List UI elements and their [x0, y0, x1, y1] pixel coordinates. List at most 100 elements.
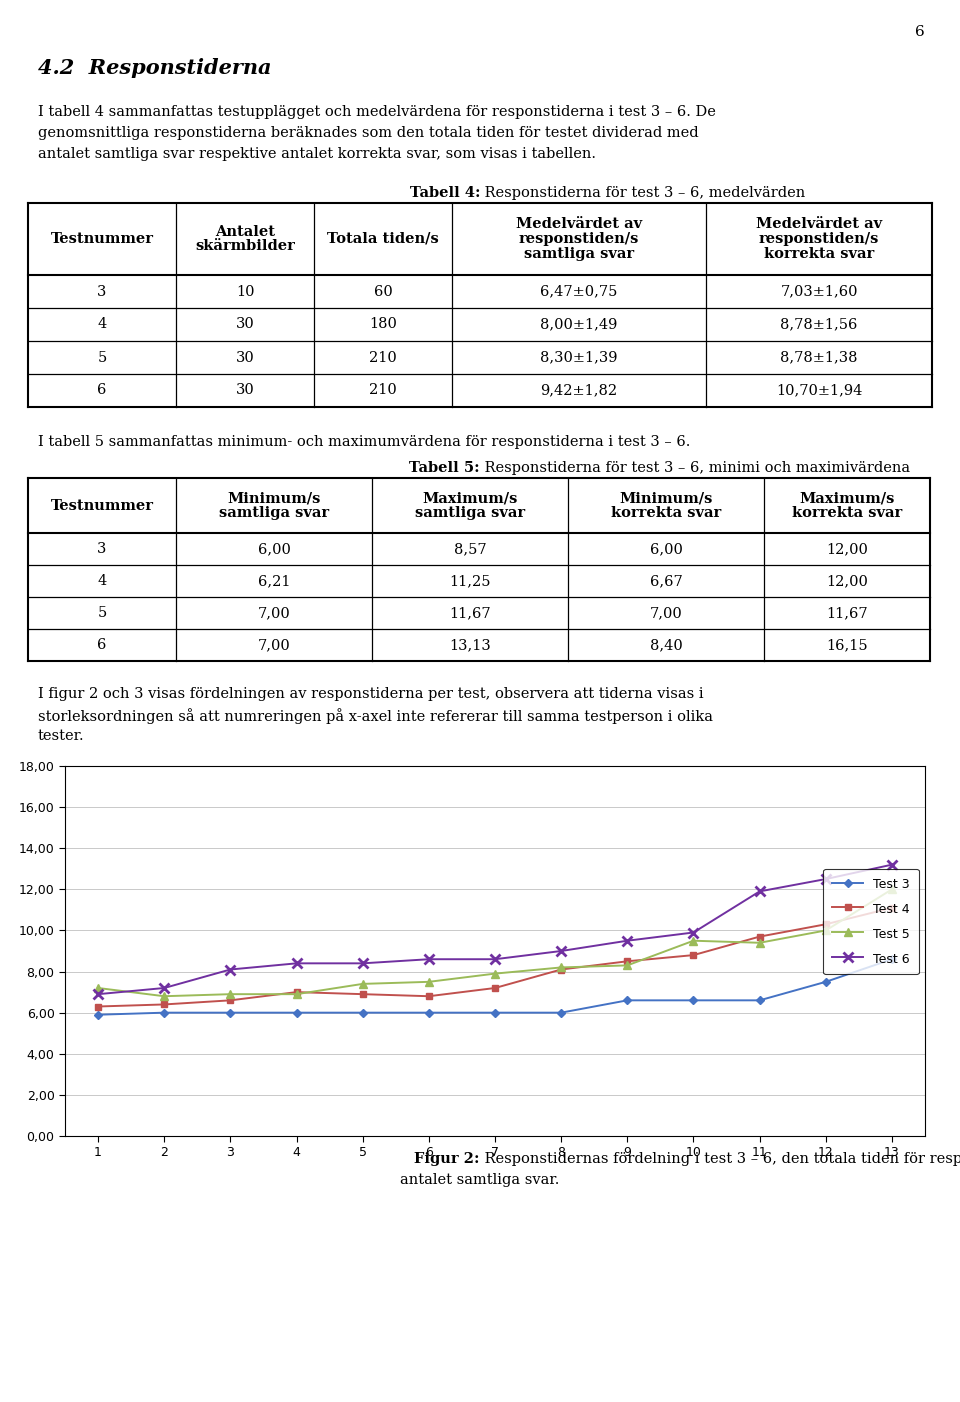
Text: antalet samtliga svar.: antalet samtliga svar. — [400, 1173, 560, 1187]
Test 6 — [687, 924, 699, 941]
Test 6 — [886, 857, 898, 873]
Test 6 — [490, 951, 501, 967]
Test 6 — [357, 955, 369, 972]
Test 4 — [820, 916, 831, 932]
Text: Medelvärdet av: Medelvärdet av — [756, 217, 882, 231]
Text: Maximum/s: Maximum/s — [422, 491, 517, 505]
Test 4 — [225, 993, 236, 1009]
Text: 30: 30 — [235, 384, 254, 398]
Text: I figur 2 och 3 visas fördelningen av responstiderna per test, observera att tid: I figur 2 och 3 visas fördelningen av re… — [38, 687, 704, 701]
Text: 4: 4 — [97, 573, 107, 587]
Text: 11,67: 11,67 — [827, 606, 868, 620]
Text: 3: 3 — [97, 543, 107, 557]
Text: 5: 5 — [97, 606, 107, 620]
Test 6 — [621, 932, 633, 949]
Test 5 — [886, 880, 898, 897]
Text: 16,15: 16,15 — [827, 638, 868, 652]
Text: samtliga svar: samtliga svar — [219, 506, 329, 520]
Text: Totala tiden/s: Totala tiden/s — [327, 231, 439, 245]
Test 3 — [158, 1004, 170, 1021]
Test 5 — [820, 923, 831, 939]
Test 3 — [754, 993, 765, 1009]
Text: 6: 6 — [915, 25, 924, 39]
Text: 12,00: 12,00 — [826, 573, 868, 587]
Test 4 — [556, 962, 567, 979]
Test 6 — [158, 980, 170, 997]
Text: 9,42±1,82: 9,42±1,82 — [540, 384, 617, 398]
Test 5 — [687, 932, 699, 949]
Text: 6,47±0,75: 6,47±0,75 — [540, 285, 617, 299]
Text: Maximum/s: Maximum/s — [800, 491, 895, 505]
Test 3 — [92, 1007, 104, 1023]
Test 4 — [423, 988, 435, 1005]
Text: 10: 10 — [236, 285, 254, 299]
Text: 7,00: 7,00 — [257, 606, 290, 620]
Text: 6,00: 6,00 — [257, 543, 291, 557]
Text: responstiden/s: responstiden/s — [758, 231, 879, 245]
Test 4 — [490, 980, 501, 997]
Text: Responstiderna för test 3 – 6, minimi och maximivärdena: Responstiderna för test 3 – 6, minimi oc… — [480, 461, 910, 475]
Test 4 — [886, 900, 898, 917]
Text: responstiden/s: responstiden/s — [518, 231, 639, 245]
Text: genomsnittliga responstiderna beräknades som den totala tiden för testet divider: genomsnittliga responstiderna beräknades… — [38, 126, 699, 140]
Text: 60: 60 — [373, 285, 393, 299]
Legend: Test 3, Test 4, Test 5, Test 6: Test 3, Test 4, Test 5, Test 6 — [824, 868, 919, 974]
Test 6 — [291, 955, 302, 972]
Test 5 — [92, 980, 104, 997]
Text: 4: 4 — [97, 317, 107, 331]
Test 4 — [158, 995, 170, 1012]
Text: Tabell 4:: Tabell 4: — [410, 186, 480, 200]
Text: 7,00: 7,00 — [257, 638, 290, 652]
Text: korrekta svar: korrekta svar — [611, 506, 721, 520]
Text: 30: 30 — [235, 317, 254, 331]
Text: korrekta svar: korrekta svar — [792, 506, 902, 520]
Text: samtliga svar: samtliga svar — [415, 506, 525, 520]
Text: Figur 2:: Figur 2: — [415, 1152, 480, 1166]
Text: 8,78±1,56: 8,78±1,56 — [780, 317, 857, 331]
Text: 8,00±1,49: 8,00±1,49 — [540, 317, 617, 331]
Test 5 — [357, 976, 369, 993]
Line: Test 4: Test 4 — [95, 904, 896, 1009]
Text: 30: 30 — [235, 350, 254, 365]
Text: 7,00: 7,00 — [650, 606, 683, 620]
Text: I tabell 5 sammanfattas minimum- och maximumvärdena för responstiderna i test 3 : I tabell 5 sammanfattas minimum- och max… — [38, 435, 690, 449]
Test 4 — [621, 953, 633, 970]
Text: 6,21: 6,21 — [257, 573, 290, 587]
Text: 180: 180 — [369, 317, 396, 331]
Test 3 — [687, 993, 699, 1009]
Test 3 — [621, 993, 633, 1009]
Test 5 — [490, 965, 501, 981]
Test 6 — [423, 951, 435, 967]
Text: 5: 5 — [97, 350, 107, 365]
Text: 6: 6 — [97, 384, 107, 398]
Text: 8,40: 8,40 — [650, 638, 683, 652]
Test 4 — [92, 998, 104, 1015]
Test 4 — [687, 946, 699, 963]
Test 3 — [820, 973, 831, 990]
Test 5 — [423, 973, 435, 990]
Text: skärmbilder: skärmbilder — [195, 240, 295, 254]
Text: 210: 210 — [370, 384, 396, 398]
Test 6 — [556, 942, 567, 959]
Test 5 — [291, 986, 302, 1002]
Text: 12,00: 12,00 — [826, 543, 868, 557]
Test 3 — [556, 1004, 567, 1021]
Text: Testnummer: Testnummer — [51, 231, 154, 245]
Text: Tabell 5:: Tabell 5: — [409, 461, 480, 475]
Text: 6,00: 6,00 — [650, 543, 683, 557]
Text: 210: 210 — [370, 350, 396, 365]
Text: storleksordningen så att numreringen på x-axel inte refererar till samma testper: storleksordningen så att numreringen på … — [38, 708, 713, 723]
Test 5 — [621, 958, 633, 974]
Test 5 — [158, 988, 170, 1005]
Text: 8,30±1,39: 8,30±1,39 — [540, 350, 617, 365]
Test 5 — [225, 986, 236, 1002]
Test 3 — [423, 1004, 435, 1021]
Text: Medelvärdet av: Medelvärdet av — [516, 217, 642, 231]
Test 3 — [225, 1004, 236, 1021]
Line: Test 3: Test 3 — [95, 956, 895, 1018]
Test 4 — [291, 984, 302, 1001]
Text: Antalet: Antalet — [215, 224, 275, 238]
Text: 6: 6 — [97, 638, 107, 652]
Text: 4.2  Responstiderna: 4.2 Responstiderna — [38, 57, 272, 79]
Text: 13,13: 13,13 — [449, 638, 491, 652]
